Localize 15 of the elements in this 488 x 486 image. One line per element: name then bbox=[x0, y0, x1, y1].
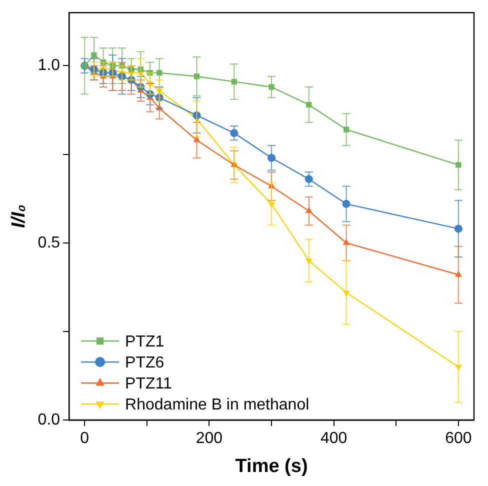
y-tick-label: 1.0 bbox=[38, 57, 60, 74]
x-axis-title: Time (s) bbox=[235, 456, 308, 477]
point bbox=[456, 162, 462, 168]
x-tick-label: 600 bbox=[445, 430, 472, 448]
y-tick-label: 0.5 bbox=[38, 234, 60, 252]
legend-label: PTZ1 bbox=[125, 333, 164, 350]
y-tick-label: 0.0 bbox=[38, 411, 60, 428]
x-tick-label: 400 bbox=[320, 430, 348, 448]
legend-label: PTZ11 bbox=[125, 375, 172, 392]
legend-label: Rhodamine B in methanol bbox=[125, 396, 310, 414]
y-axis-title: I/I₀ bbox=[8, 204, 30, 228]
point bbox=[268, 84, 274, 90]
x-tick-label: 200 bbox=[196, 430, 223, 448]
legend-label: PTZ6 bbox=[125, 354, 164, 372]
x-tick-label: 0 bbox=[80, 430, 90, 448]
